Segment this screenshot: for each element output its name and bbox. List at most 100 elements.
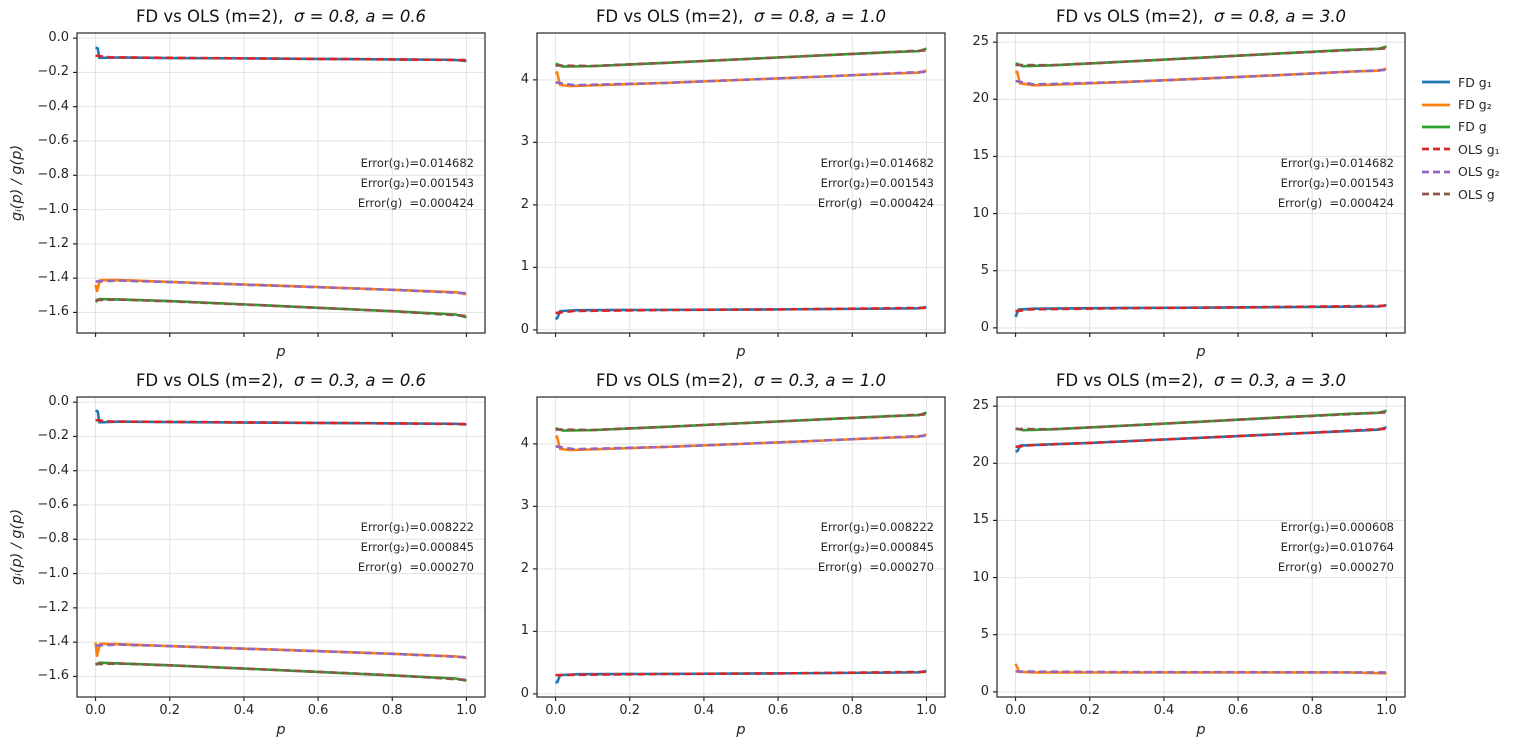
y-tick-label: 20 — [972, 91, 989, 107]
subplot-title-params: σ = 0.3, a = 1.0 — [753, 371, 887, 390]
x-tick-label: 0.6 — [767, 703, 789, 718]
x-axis-label: p — [276, 722, 286, 738]
series-ols-g₂ — [555, 434, 927, 451]
error-line: Error(g₂)=0.001543 — [820, 176, 934, 190]
series-ols-g₁ — [555, 306, 927, 315]
series-fd-g₂ — [94, 642, 467, 660]
series-fd-g₂ — [554, 433, 927, 452]
series-ols-g₂ — [555, 70, 927, 87]
series-fd-g₁ — [555, 669, 927, 684]
subplot-title: FD vs OLS (m=2), σ = 0.3, a = 3.0 — [997, 371, 1405, 390]
y-tick-label: 2 — [520, 196, 529, 212]
series-fd-g — [1015, 409, 1387, 432]
subplot-title: FD vs OLS (m=2), σ = 0.3, a = 0.6 — [77, 371, 485, 390]
x-axis-label: p — [1196, 344, 1206, 360]
y-tick-label: 20 — [972, 455, 989, 471]
series-fd-g — [94, 661, 467, 682]
axes-frame — [76, 396, 486, 698]
x-tick-label: 0.2 — [1079, 703, 1101, 718]
legend-line-sample — [1422, 192, 1450, 196]
y-tick-label: 4 — [520, 435, 529, 451]
series-ols-g₂ — [1015, 68, 1387, 86]
y-tick-label: 0.0 — [48, 394, 69, 410]
x-tick-label: 0.0 — [1005, 703, 1026, 718]
error-annotation: Error(g₁)=0.014682 Error(g₂)=0.001543 Erro… — [997, 153, 1394, 213]
axes-frame — [76, 32, 486, 334]
x-axis-label: p — [736, 722, 746, 738]
error-line: Error(g₁)=0.014682 — [820, 156, 934, 170]
error-line: Error(g) =0.000424 — [817, 196, 934, 210]
legend-item: FD g₂ — [1422, 93, 1500, 115]
y-tick-label: 15 — [972, 512, 989, 528]
error-line: Error(g₁)=0.008222 — [820, 520, 934, 534]
y-tick-label: 25 — [972, 34, 989, 50]
y-tick-label: 0 — [520, 321, 529, 337]
axes-canvas — [993, 396, 1406, 701]
series-ols-g₁ — [1015, 427, 1387, 449]
y-tick-label: −1.4 — [37, 270, 69, 286]
x-tick-label: 0.2 — [159, 703, 181, 718]
series-fd-g₁ — [95, 46, 467, 63]
x-axis-label: p — [276, 344, 286, 360]
series-ols-g₁ — [95, 54, 467, 62]
y-tick-label: 2 — [520, 560, 529, 576]
legend-item: FD g₁ — [1422, 71, 1500, 93]
error-line: Error(g) =0.000270 — [357, 560, 474, 574]
y-tick-label: −0.2 — [37, 428, 69, 444]
legend-label: FD g₂ — [1458, 97, 1492, 113]
series-fd-g₁ — [554, 305, 927, 321]
x-tick-label: 0.4 — [1153, 703, 1175, 718]
legend-item: FD g — [1422, 116, 1500, 138]
series-fd-g₂ — [94, 278, 467, 296]
y-tick-label: 5 — [980, 262, 989, 278]
error-annotation: Error(g₁)=0.014682 Error(g₂)=0.001543 Erro… — [77, 153, 474, 213]
error-line: Error(g₂)=0.001543 — [1280, 176, 1394, 190]
axes-frame — [536, 396, 946, 698]
axes-canvas — [993, 32, 1406, 337]
y-tick-label: −0.6 — [37, 133, 69, 148]
y-tick-label: 3 — [520, 498, 529, 514]
y-tick-label: −0.2 — [37, 64, 69, 80]
y-tick-label: −0.4 — [37, 98, 69, 114]
x-tick-label: 0.4 — [233, 703, 255, 718]
y-tick-label: −1.2 — [37, 235, 69, 251]
y-tick-label: 5 — [980, 626, 989, 642]
error-line: Error(g) =0.000424 — [357, 196, 474, 210]
x-tick-label: 1.0 — [456, 703, 477, 718]
x-axis-label: p — [736, 344, 746, 360]
subplot-title-prefix: FD vs OLS (m=2), — [595, 371, 754, 390]
y-tick-label: −0.8 — [37, 167, 69, 183]
subplot-title-prefix: FD vs OLS (m=2), — [1055, 7, 1214, 26]
legend-item: OLS g₂ — [1422, 161, 1500, 183]
series-ols-g₁ — [95, 418, 467, 426]
axes-canvas — [533, 32, 946, 337]
subplot-title: FD vs OLS (m=2), σ = 0.8, a = 1.0 — [537, 7, 945, 26]
error-annotation: Error(g₁)=0.014682 Error(g₂)=0.001543 Erro… — [537, 153, 934, 213]
error-line: Error(g) =0.000270 — [817, 560, 934, 574]
series-ols-g₂ — [95, 279, 467, 295]
legend-line-sample — [1422, 80, 1450, 84]
series-fd-g — [94, 297, 467, 319]
series-fd-g — [1015, 45, 1387, 68]
y-tick-label: 10 — [972, 205, 989, 221]
error-line: Error(g₂)=0.000845 — [820, 540, 934, 554]
y-tick-label: −1.6 — [37, 304, 69, 320]
series-fd-g — [555, 411, 927, 432]
x-axis-label: p — [1196, 722, 1206, 738]
subplot-title: FD vs OLS (m=2), σ = 0.8, a = 3.0 — [997, 7, 1405, 26]
series-fd-g — [555, 47, 927, 68]
y-tick-label: −1.4 — [37, 634, 69, 650]
x-tick-label: 1.0 — [916, 703, 937, 718]
y-tick-label: −0.6 — [37, 497, 69, 512]
x-tick-label: 0.8 — [381, 703, 403, 718]
y-axis-label: gᵢ(p) / g(p) — [9, 508, 25, 586]
legend-label: OLS g₁ — [1458, 141, 1500, 157]
axes-frame — [536, 32, 946, 334]
legend-label: FD g₁ — [1458, 74, 1492, 90]
legend-item: OLS g₁ — [1422, 138, 1500, 160]
error-line: Error(g₂)=0.010764 — [1280, 540, 1394, 554]
series-fd-g₁ — [1014, 426, 1387, 454]
series-fd-g₁ — [94, 409, 467, 426]
error-annotation: Error(g₁)=0.008222 Error(g₂)=0.000845 Erro… — [77, 517, 474, 577]
